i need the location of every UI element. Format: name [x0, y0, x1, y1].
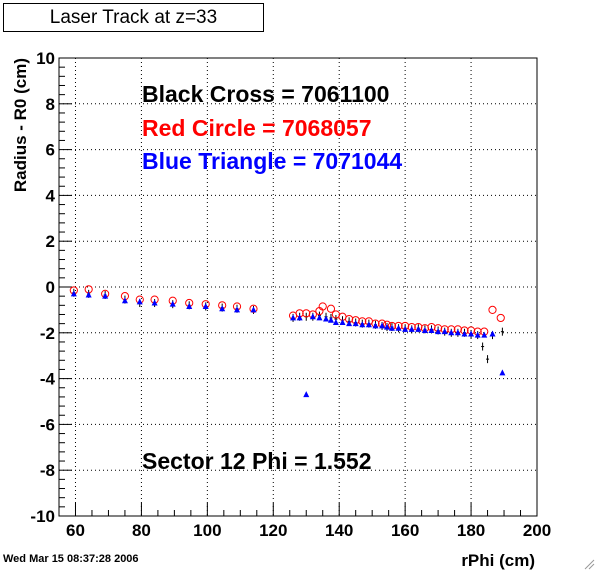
y-tick-label: -2 [40, 324, 55, 343]
triangle-point [102, 292, 109, 299]
y-tick-label: -8 [40, 461, 55, 480]
x-tick-label: 80 [132, 521, 151, 540]
triangle-point [202, 302, 209, 309]
triangle-point [454, 329, 461, 336]
triangle-point [481, 331, 488, 338]
y-tick-label: 8 [46, 95, 55, 114]
y-tick-label: -6 [40, 415, 55, 434]
annotation-text: Sector 12 Phi = 1.552 [142, 448, 372, 474]
triangle-point [136, 298, 143, 305]
triangle-point [346, 320, 353, 327]
triangle-point [309, 313, 316, 320]
triangle-point [316, 314, 323, 321]
triangle-point [296, 314, 303, 321]
triangle-point [461, 330, 468, 337]
triangle-point [474, 331, 481, 338]
cross-point [500, 327, 504, 336]
triangle-point [468, 330, 475, 337]
y-tick-label: 0 [46, 278, 55, 297]
triangle-point [290, 314, 297, 321]
axis-tick-labels: 60 80 100 120 140 160 180 200 -10 -8 -6 -4 -2 0 2 4 6 8 10 [30, 49, 551, 540]
annotation-text: Red Circle = 7068057 [142, 115, 372, 141]
y-tick-label: 10 [36, 49, 55, 68]
triangle-point [352, 320, 359, 327]
chart-title: Laser Track at z=33 [3, 3, 264, 32]
triangle-point [323, 315, 330, 322]
cross-point [481, 342, 485, 351]
axis-ticks [58, 57, 538, 517]
triangle-point [359, 321, 366, 328]
y-tick-label: 2 [46, 232, 55, 251]
triangle-point [332, 318, 339, 325]
y-tick-label: 6 [46, 141, 55, 160]
triangle-point [303, 391, 310, 398]
circle-point [326, 304, 336, 313]
x-tick-label: 200 [523, 521, 551, 540]
triangle-point [327, 316, 334, 323]
triangle-point [70, 290, 77, 297]
triangle-point [441, 328, 448, 335]
x-tick-label: 180 [457, 521, 485, 540]
triangle-point [372, 322, 379, 329]
grid-lines [59, 58, 537, 516]
x-tick-label: 120 [259, 521, 287, 540]
y-tick-label: 4 [46, 186, 56, 205]
triangle-point [365, 321, 372, 328]
triangle-point [408, 325, 415, 332]
triangle-point [489, 330, 496, 337]
y-axis-label: Radius - R0 (cm) [11, 58, 30, 192]
triangle-point [121, 297, 128, 304]
data-points [69, 285, 506, 398]
resize-grip-icon[interactable] [584, 559, 595, 570]
circle-point [318, 302, 327, 311]
triangle-point [219, 305, 226, 312]
y-tick-label: -10 [30, 507, 55, 526]
triangle-point [415, 325, 422, 332]
triangle-point [151, 299, 158, 306]
triangle-point [428, 327, 435, 334]
triangle-point [384, 323, 391, 330]
annotation-text: Black Cross = 7061100 [142, 81, 389, 107]
triangle-point [186, 302, 193, 309]
y-tick-label: -4 [40, 370, 56, 389]
x-tick-label: 160 [391, 521, 419, 540]
x-axis-label: rPhi (cm) [461, 551, 535, 570]
triangle-point [234, 306, 241, 313]
triangle-point [421, 327, 428, 334]
circle-point [488, 305, 497, 314]
annotation-text: Blue Triangle = 7071044 [142, 148, 402, 174]
cross-point [486, 355, 490, 364]
triangle-point [435, 328, 442, 335]
triangle-point [379, 322, 386, 329]
triangle-point [250, 306, 257, 313]
triangle-point [499, 369, 506, 376]
triangle-point [448, 329, 455, 336]
annotations: Black Cross = 7061100 Red Circle = 706805… [142, 81, 402, 474]
x-tick-label: 60 [66, 521, 85, 540]
circle-point [496, 313, 505, 323]
triangle-point [402, 325, 409, 332]
x-tick-label: 140 [325, 521, 353, 540]
triangle-point [388, 324, 395, 331]
triangle-point [169, 300, 176, 307]
triangle-point [339, 318, 346, 325]
x-tick-label: 100 [193, 521, 221, 540]
triangle-point [85, 291, 92, 298]
timestamp: Wed Mar 15 08:37:28 2006 [3, 553, 139, 565]
triangle-point [395, 324, 402, 331]
